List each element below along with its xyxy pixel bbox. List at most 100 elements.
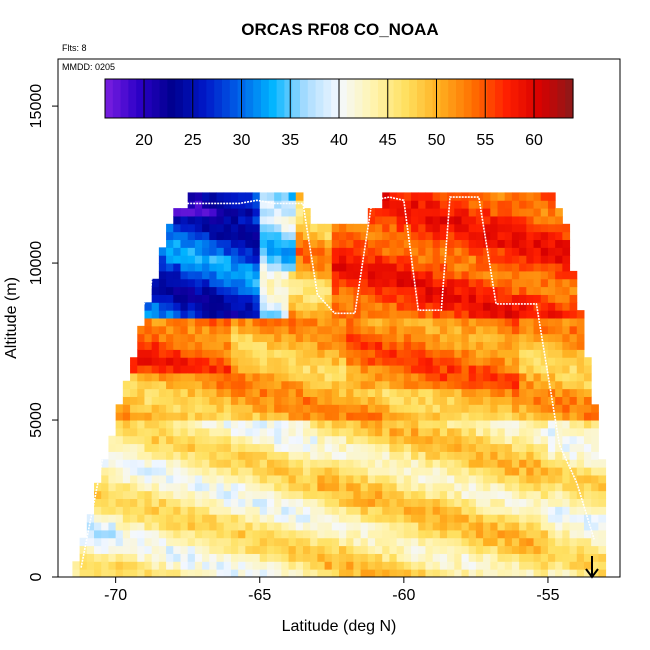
heat-cell: [540, 522, 549, 531]
colorbar-segment: [331, 79, 340, 118]
heat-cell: [151, 427, 160, 437]
heat-cell: [108, 459, 117, 468]
heat-cell: [252, 404, 261, 413]
heat-cell: [266, 514, 275, 523]
heat-cell: [166, 561, 174, 570]
heat-cell: [302, 239, 311, 248]
heat-cell: [252, 278, 261, 288]
heat-cell: [526, 365, 535, 374]
heat-cell: [511, 223, 520, 233]
heat-cell: [151, 333, 160, 343]
heat-cell: [432, 537, 441, 547]
heat-cell: [411, 467, 419, 476]
heat-cell: [468, 372, 477, 382]
heat-cell: [497, 223, 506, 233]
heat-cell: [122, 388, 131, 397]
heat-cell: [346, 349, 354, 358]
heat-cell: [447, 278, 455, 288]
heat-cell: [230, 443, 239, 452]
heat-cell: [475, 318, 484, 327]
heat-cell: [216, 247, 225, 256]
heat-cell: [454, 467, 462, 476]
heat-cell: [245, 239, 254, 248]
heat-cell: [324, 333, 333, 343]
heat-cell: [403, 270, 412, 280]
heat-cell: [562, 529, 571, 539]
heat-cell: [108, 561, 117, 570]
heat-cell: [540, 396, 549, 405]
heat-cell: [302, 372, 311, 382]
heat-cell: [447, 365, 455, 374]
heat-cell: [468, 529, 477, 539]
heat-cell: [194, 333, 203, 343]
heat-cell: [461, 372, 470, 382]
heat-cell: [317, 514, 326, 523]
heat-cell: [367, 553, 376, 562]
heat-cell: [396, 529, 405, 539]
heat-cell: [331, 498, 340, 507]
heat-cell: [144, 467, 153, 476]
heat-cell: [166, 474, 174, 484]
heat-cell: [382, 506, 390, 515]
heat-cell: [439, 569, 448, 578]
heat-cell: [511, 208, 520, 217]
heat-cell: [324, 380, 333, 390]
heat-cell: [519, 247, 527, 256]
heat-cell: [547, 388, 556, 397]
heat-cell: [281, 412, 290, 421]
heat-cell: [180, 412, 189, 421]
heat-cell: [519, 506, 527, 515]
heat-cell: [540, 553, 549, 562]
heat-cell: [533, 404, 542, 413]
heat-cell: [375, 310, 383, 319]
heat-cell: [180, 427, 189, 437]
heat-cell: [310, 529, 318, 539]
heat-cell: [238, 223, 246, 233]
heat-cell: [447, 341, 455, 350]
heat-cell: [166, 349, 174, 358]
heat-cell: [238, 302, 246, 311]
heat-cell: [180, 388, 189, 397]
heat-cell: [223, 474, 232, 484]
heat-cell: [180, 333, 189, 343]
heat-cell: [310, 302, 318, 311]
heat-cell: [339, 537, 347, 547]
heat-cell: [295, 357, 304, 366]
heat-cell: [468, 435, 477, 445]
heat-cell: [562, 325, 571, 335]
heat-cell: [274, 443, 282, 452]
heat-cell: [396, 200, 405, 209]
heat-cell: [115, 435, 124, 445]
heat-cell: [324, 561, 333, 570]
heat-cell: [439, 302, 448, 311]
heat-cell: [151, 451, 160, 460]
heat-cell: [454, 333, 462, 343]
heat-cell: [346, 412, 354, 421]
heat-cell: [483, 192, 491, 201]
heat-cell: [468, 537, 477, 547]
heat-cell: [245, 263, 254, 272]
colorbar-segment: [362, 79, 371, 118]
heat-cell: [101, 467, 109, 476]
heat-cell: [360, 372, 369, 382]
heat-cell: [209, 435, 218, 445]
heat-cell: [411, 553, 419, 562]
heat-cell: [281, 396, 290, 405]
heat-cell: [317, 388, 326, 397]
heat-cell: [468, 239, 477, 248]
heat-cell: [447, 247, 455, 256]
heat-cell: [180, 223, 189, 233]
heat-cell: [238, 341, 246, 350]
heat-cell: [432, 372, 441, 382]
heat-cell: [425, 357, 434, 366]
heat-cell: [187, 302, 196, 311]
heat-cell: [439, 223, 448, 233]
heat-cell: [591, 482, 599, 492]
heat-cell: [562, 443, 571, 452]
colorbar-segment: [424, 79, 434, 118]
heat-cell: [274, 522, 282, 531]
heat-cell: [418, 372, 426, 382]
heat-cell: [194, 318, 203, 327]
heat-cell: [317, 318, 326, 327]
colorbar-segment: [276, 79, 285, 118]
